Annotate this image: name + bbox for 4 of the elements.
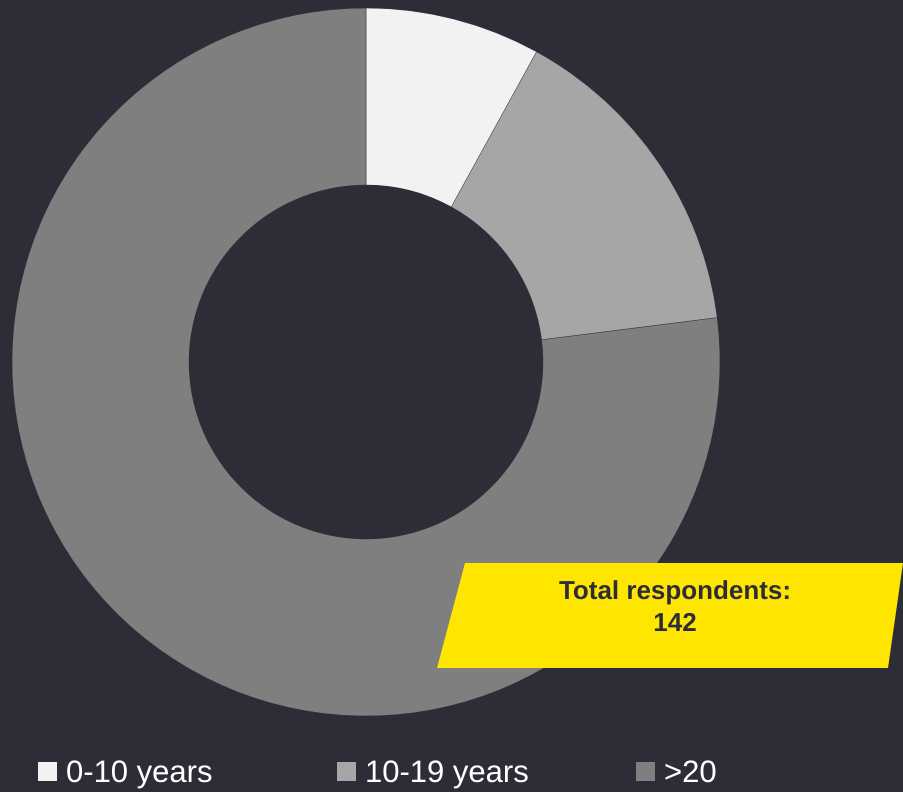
legend-label: >20	[664, 754, 717, 789]
legend-label: 10-19 years	[365, 754, 529, 789]
text: Total respondents: 142	[558, 575, 792, 637]
legend-label: 0-10 years	[66, 754, 212, 789]
